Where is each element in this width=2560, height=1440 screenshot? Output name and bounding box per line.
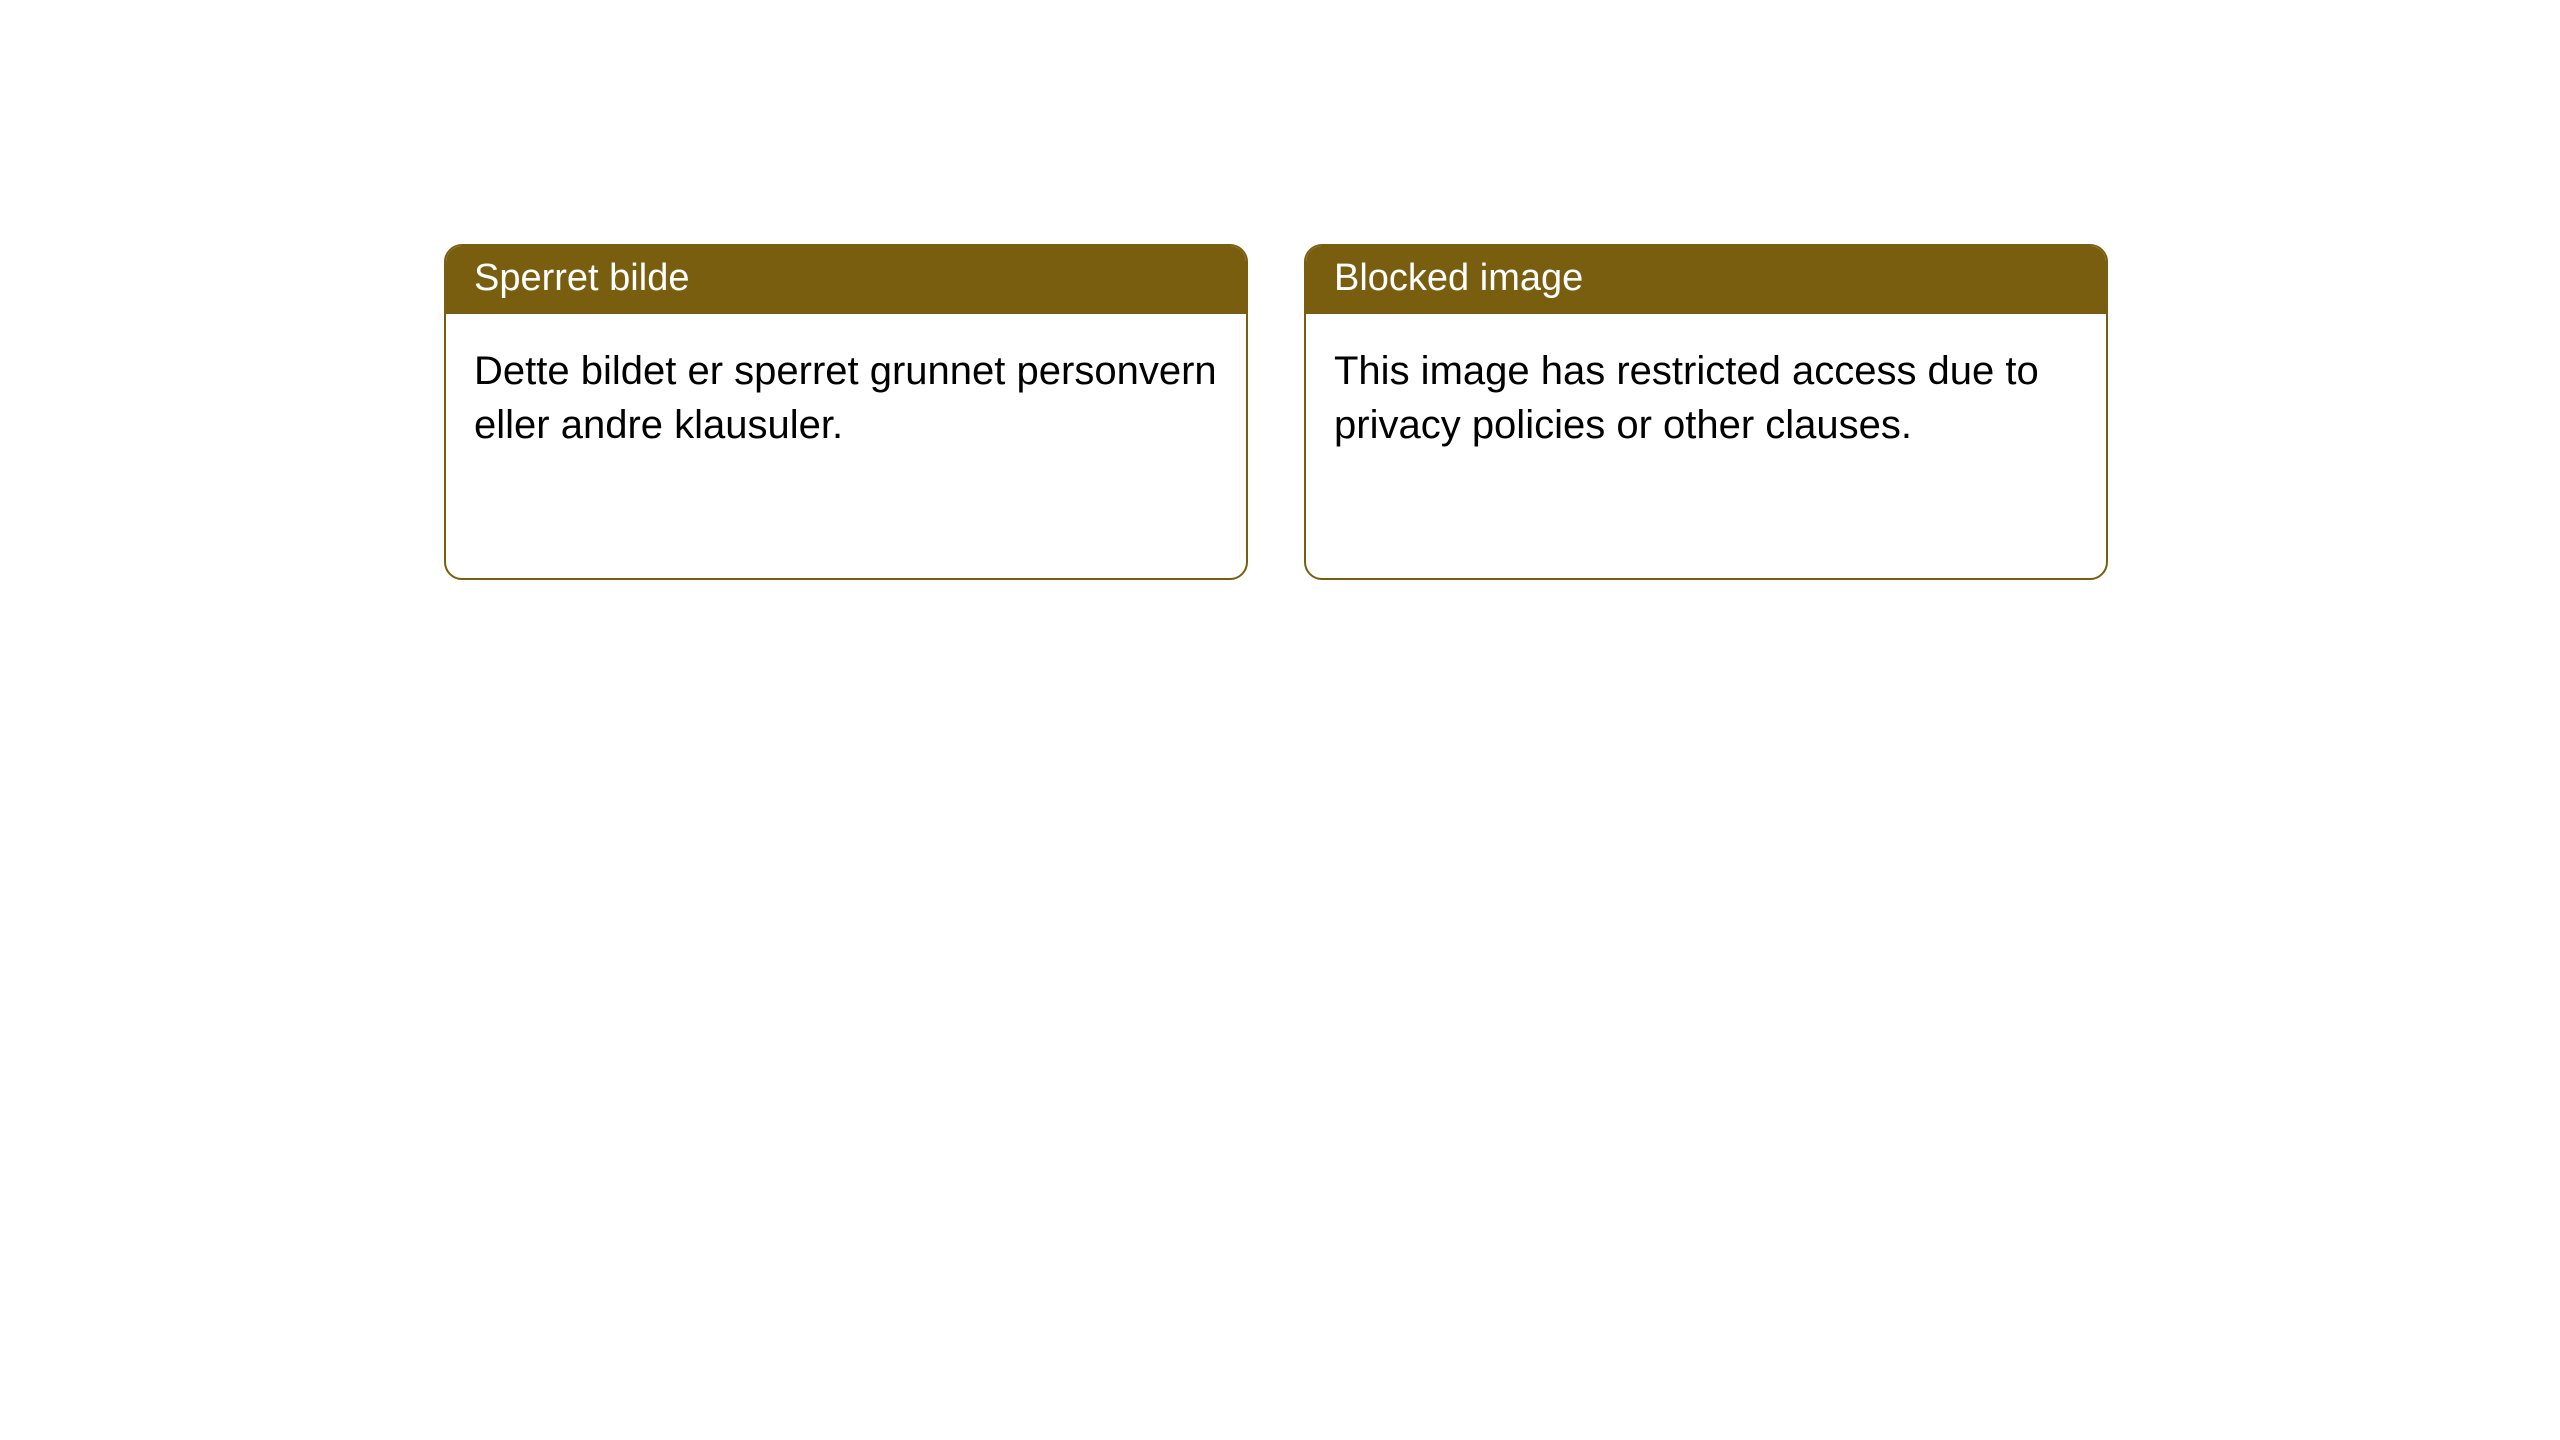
card-header-text: Sperret bilde <box>474 257 689 299</box>
notice-card-english: Blocked image This image has restricted … <box>1304 244 2108 580</box>
card-body: Dette bildet er sperret grunnet personve… <box>446 314 1246 482</box>
card-body-text: This image has restricted access due to … <box>1334 349 2039 447</box>
card-header: Blocked image <box>1306 246 2106 314</box>
notice-card-norwegian: Sperret bilde Dette bildet er sperret gr… <box>444 244 1248 580</box>
card-body: This image has restricted access due to … <box>1306 314 2106 482</box>
card-body-text: Dette bildet er sperret grunnet personve… <box>474 349 1217 447</box>
card-header: Sperret bilde <box>446 246 1246 314</box>
card-header-text: Blocked image <box>1334 257 1583 299</box>
notice-cards-container: Sperret bilde Dette bildet er sperret gr… <box>444 244 2108 580</box>
